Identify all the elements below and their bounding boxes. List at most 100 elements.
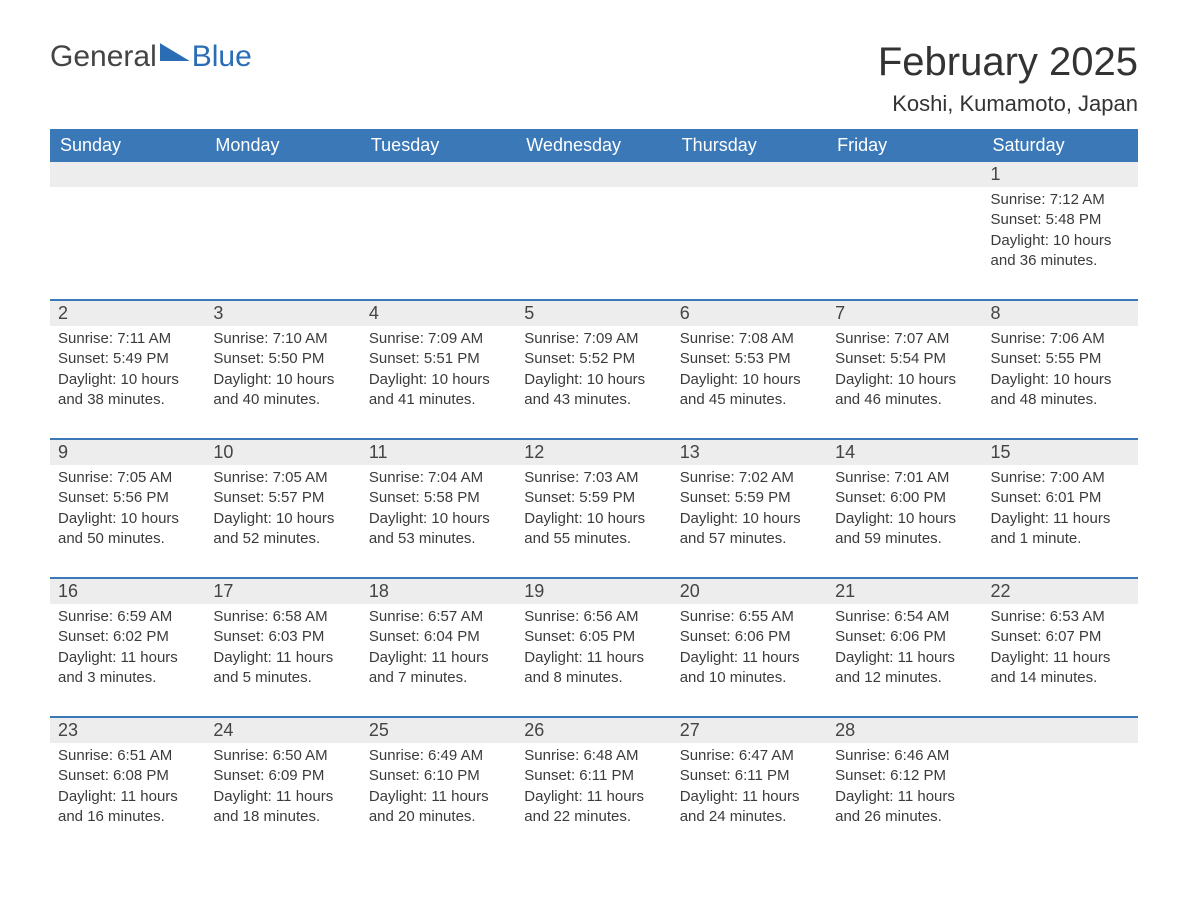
day1-text: Daylight: 11 hours: [524, 648, 663, 668]
day1-text: Daylight: 10 hours: [991, 231, 1130, 251]
day-detail-row: Sunrise: 7:12 AMSunset: 5:48 PMDaylight:…: [50, 187, 1138, 300]
sunset-text: Sunset: 5:49 PM: [58, 349, 197, 369]
sunset-text: Sunset: 5:59 PM: [680, 488, 819, 508]
day-detail-cell: Sunrise: 7:02 AMSunset: 5:59 PMDaylight:…: [672, 465, 827, 578]
day-detail-cell: Sunrise: 6:57 AMSunset: 6:04 PMDaylight:…: [361, 604, 516, 717]
col-monday: Monday: [205, 129, 360, 162]
sunset-text: Sunset: 5:58 PM: [369, 488, 508, 508]
day2-text: and 14 minutes.: [991, 668, 1130, 688]
col-sunday: Sunday: [50, 129, 205, 162]
day1-text: Daylight: 11 hours: [680, 648, 819, 668]
sunrise-text: Sunrise: 7:02 AM: [680, 468, 819, 488]
day-detail-row: Sunrise: 7:11 AMSunset: 5:49 PMDaylight:…: [50, 326, 1138, 439]
day1-text: Daylight: 11 hours: [835, 648, 974, 668]
day-number-cell: 23: [50, 718, 205, 743]
sunrise-text: Sunrise: 6:59 AM: [58, 607, 197, 627]
sunset-text: Sunset: 5:50 PM: [213, 349, 352, 369]
sunset-text: Sunset: 6:12 PM: [835, 766, 974, 786]
sunset-text: Sunset: 6:11 PM: [680, 766, 819, 786]
day-number-cell: [983, 718, 1138, 743]
col-tuesday: Tuesday: [361, 129, 516, 162]
sunrise-text: Sunrise: 6:57 AM: [369, 607, 508, 627]
day-detail-cell: [516, 187, 671, 300]
day-number-cell: 2: [50, 301, 205, 326]
day-number-cell: 1: [983, 162, 1138, 187]
day-detail-cell: Sunrise: 6:50 AMSunset: 6:09 PMDaylight:…: [205, 743, 360, 855]
day2-text: and 3 minutes.: [58, 668, 197, 688]
day-number-cell: 22: [983, 579, 1138, 604]
sunset-text: Sunset: 6:00 PM: [835, 488, 974, 508]
day1-text: Daylight: 10 hours: [58, 370, 197, 390]
day-number-cell: [827, 162, 982, 187]
day1-text: Daylight: 10 hours: [369, 509, 508, 529]
sunrise-text: Sunrise: 6:46 AM: [835, 746, 974, 766]
day-detail-cell: Sunrise: 6:56 AMSunset: 6:05 PMDaylight:…: [516, 604, 671, 717]
sunset-text: Sunset: 6:06 PM: [680, 627, 819, 647]
day-number-row: 1: [50, 162, 1138, 187]
day-number-cell: [361, 162, 516, 187]
day-number-row: 2345678: [50, 301, 1138, 326]
day-detail-cell: [361, 187, 516, 300]
day1-text: Daylight: 11 hours: [213, 787, 352, 807]
day-detail-cell: Sunrise: 6:46 AMSunset: 6:12 PMDaylight:…: [827, 743, 982, 855]
col-thursday: Thursday: [672, 129, 827, 162]
day2-text: and 59 minutes.: [835, 529, 974, 549]
day-number-cell: [205, 162, 360, 187]
day-number-cell: 8: [983, 301, 1138, 326]
sunset-text: Sunset: 6:09 PM: [213, 766, 352, 786]
sunrise-text: Sunrise: 7:05 AM: [58, 468, 197, 488]
day-detail-cell: [983, 743, 1138, 855]
logo-wing-icon: [160, 43, 190, 61]
sunset-text: Sunset: 5:52 PM: [524, 349, 663, 369]
day-detail-cell: Sunrise: 6:47 AMSunset: 6:11 PMDaylight:…: [672, 743, 827, 855]
day2-text: and 40 minutes.: [213, 390, 352, 410]
day1-text: Daylight: 11 hours: [58, 648, 197, 668]
day1-text: Daylight: 10 hours: [58, 509, 197, 529]
day-detail-cell: Sunrise: 6:54 AMSunset: 6:06 PMDaylight:…: [827, 604, 982, 717]
sunrise-text: Sunrise: 7:09 AM: [369, 329, 508, 349]
sunset-text: Sunset: 5:56 PM: [58, 488, 197, 508]
sunrise-text: Sunrise: 6:58 AM: [213, 607, 352, 627]
day-number-cell: 21: [827, 579, 982, 604]
day1-text: Daylight: 10 hours: [524, 509, 663, 529]
day-number-cell: 10: [205, 440, 360, 465]
day1-text: Daylight: 11 hours: [213, 648, 352, 668]
day-number-cell: 19: [516, 579, 671, 604]
day2-text: and 10 minutes.: [680, 668, 819, 688]
day-detail-cell: Sunrise: 6:55 AMSunset: 6:06 PMDaylight:…: [672, 604, 827, 717]
day-number-cell: 18: [361, 579, 516, 604]
day2-text: and 18 minutes.: [213, 807, 352, 827]
logo: General Blue: [50, 40, 252, 74]
day2-text: and 46 minutes.: [835, 390, 974, 410]
day1-text: Daylight: 10 hours: [991, 370, 1130, 390]
day-detail-cell: Sunrise: 6:58 AMSunset: 6:03 PMDaylight:…: [205, 604, 360, 717]
sunset-text: Sunset: 6:08 PM: [58, 766, 197, 786]
page-header: General Blue February 2025 Koshi, Kumamo…: [50, 40, 1138, 117]
day-detail-cell: Sunrise: 6:49 AMSunset: 6:10 PMDaylight:…: [361, 743, 516, 855]
day2-text: and 36 minutes.: [991, 251, 1130, 271]
day-number-cell: 16: [50, 579, 205, 604]
day1-text: Daylight: 11 hours: [991, 509, 1130, 529]
sunset-text: Sunset: 6:10 PM: [369, 766, 508, 786]
day-number-row: 16171819202122: [50, 579, 1138, 604]
sunrise-text: Sunrise: 6:55 AM: [680, 607, 819, 627]
day-number-cell: 6: [672, 301, 827, 326]
day-detail-cell: Sunrise: 7:10 AMSunset: 5:50 PMDaylight:…: [205, 326, 360, 439]
sunset-text: Sunset: 6:07 PM: [991, 627, 1130, 647]
day-number-cell: 5: [516, 301, 671, 326]
day-detail-cell: Sunrise: 7:08 AMSunset: 5:53 PMDaylight:…: [672, 326, 827, 439]
day1-text: Daylight: 10 hours: [213, 509, 352, 529]
day-number-cell: 26: [516, 718, 671, 743]
calendar-table: Sunday Monday Tuesday Wednesday Thursday…: [50, 129, 1138, 855]
day-detail-row: Sunrise: 7:05 AMSunset: 5:56 PMDaylight:…: [50, 465, 1138, 578]
day1-text: Daylight: 11 hours: [835, 787, 974, 807]
day-number-cell: 7: [827, 301, 982, 326]
sunset-text: Sunset: 6:01 PM: [991, 488, 1130, 508]
sunrise-text: Sunrise: 6:54 AM: [835, 607, 974, 627]
day-number-cell: 17: [205, 579, 360, 604]
sunrise-text: Sunrise: 7:06 AM: [991, 329, 1130, 349]
sunrise-text: Sunrise: 7:11 AM: [58, 329, 197, 349]
day2-text: and 43 minutes.: [524, 390, 663, 410]
day-detail-cell: [50, 187, 205, 300]
sunrise-text: Sunrise: 7:09 AM: [524, 329, 663, 349]
